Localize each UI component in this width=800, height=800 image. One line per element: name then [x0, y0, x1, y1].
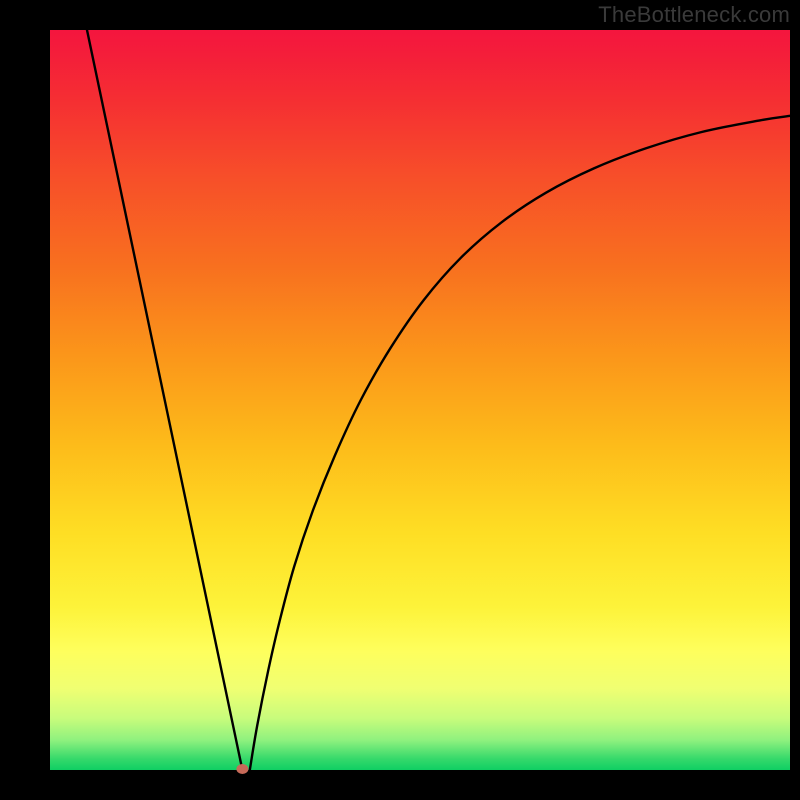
- watermark-text: TheBottleneck.com: [598, 2, 790, 28]
- chart-svg: [0, 0, 800, 800]
- plot-background: [50, 30, 790, 770]
- chart-container: TheBottleneck.com: [0, 0, 800, 800]
- minimum-marker: [236, 764, 248, 774]
